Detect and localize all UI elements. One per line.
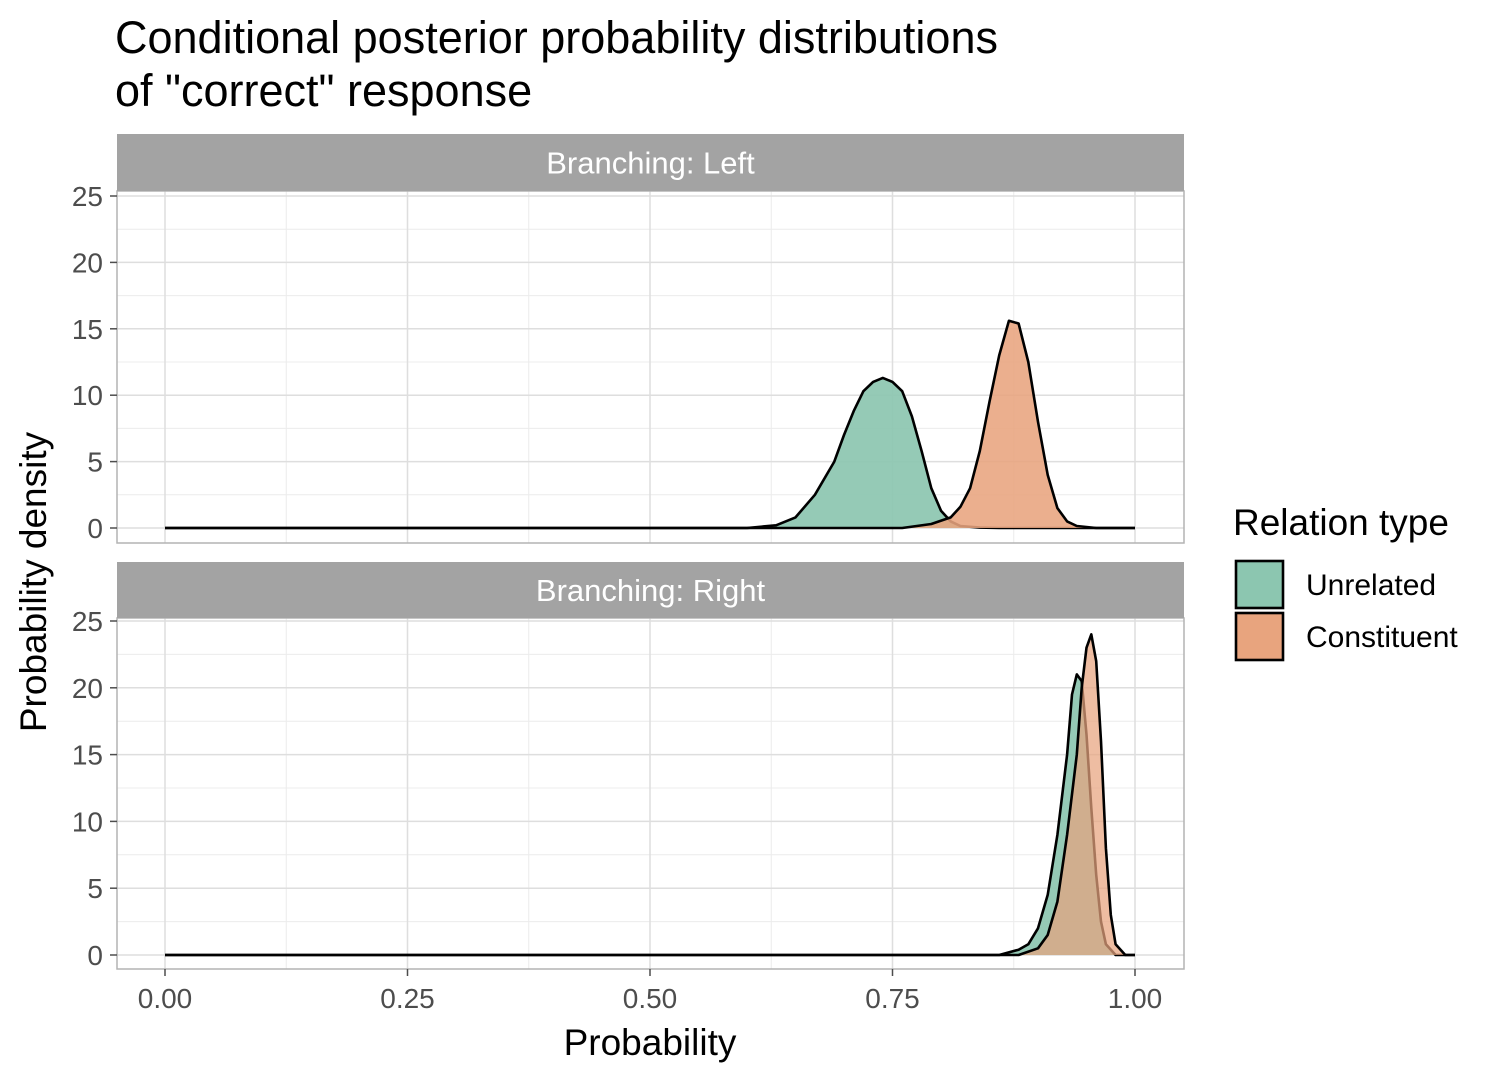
legend-label-constituent: Constituent	[1306, 621, 1458, 654]
facet-strip	[117, 134, 1184, 191]
y-tick-label: 20	[72, 673, 103, 704]
density-area-constituent	[165, 320, 1135, 528]
chart-title-line-2: of "correct" response	[115, 65, 532, 116]
y-tick-label: 15	[72, 740, 103, 771]
x-tick-label: 0.00	[138, 983, 193, 1014]
facet-panel-2: Branching: Right 0 5 10 15 20 25	[72, 562, 1185, 971]
legend: Relation type Unrelated Constituent	[1233, 502, 1458, 662]
y-tick-label: 0	[87, 940, 103, 971]
y-tick-label: 10	[72, 806, 103, 837]
y-tick-label: 0	[87, 513, 103, 544]
x-axis: 0.00 0.25 0.50 0.75 1.00	[138, 969, 1163, 1014]
x-axis-title: Probability	[564, 1022, 737, 1063]
density-line-constituent	[165, 633, 1135, 957]
y-tick-label: 5	[87, 873, 103, 904]
x-tick-label: 0.50	[623, 983, 678, 1014]
density-area-unrelated	[165, 377, 1135, 528]
density-line-constituent	[165, 319, 1135, 530]
chart-title-line-1: Conditional posterior probability distri…	[115, 12, 998, 63]
y-tick-label: 15	[72, 314, 103, 345]
facet-strip	[117, 562, 1184, 618]
facet-strip-label: Branching: Right	[536, 573, 766, 608]
legend-key-unrelated	[1234, 559, 1285, 610]
x-tick-label: 0.25	[380, 983, 435, 1014]
y-tick-label: 5	[87, 447, 103, 478]
x-tick-label: 1.00	[1108, 983, 1163, 1014]
y-tick-label: 10	[72, 380, 103, 411]
facet-strip-label: Branching: Left	[546, 146, 755, 181]
y-tick-label: 25	[72, 606, 103, 637]
legend-key-constituent	[1234, 611, 1285, 662]
legend-title: Relation type	[1233, 502, 1449, 543]
legend-label-unrelated: Unrelated	[1306, 569, 1436, 602]
y-tick-label: 25	[72, 181, 103, 212]
facet-panel-1: Branching: Left 0 5 10 15 20 25	[72, 134, 1185, 544]
x-tick-label: 0.75	[865, 983, 920, 1014]
y-axis-title: Probability density	[13, 431, 54, 732]
y-tick-label: 20	[72, 247, 103, 278]
